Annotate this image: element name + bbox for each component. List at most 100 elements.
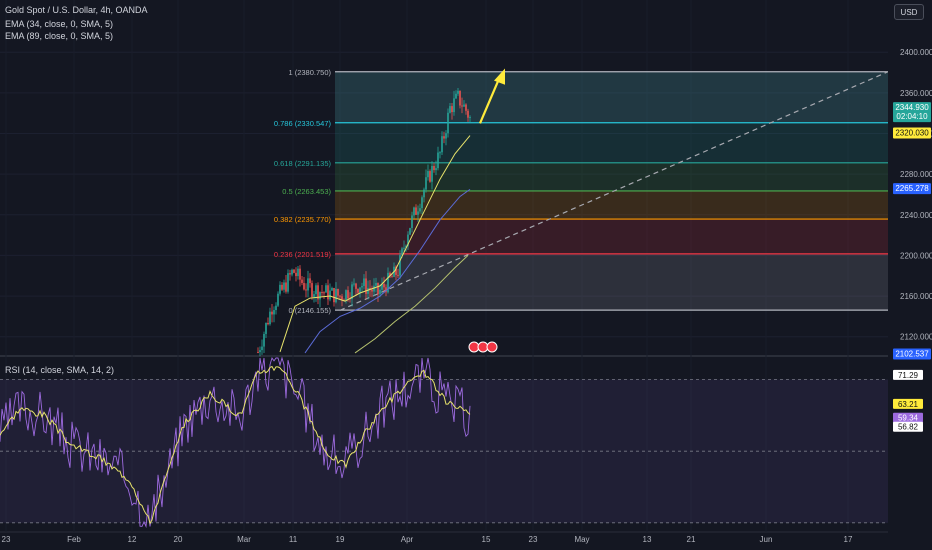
candle-body — [273, 310, 275, 315]
candle-body — [395, 266, 397, 275]
rsi-badge-bg — [893, 398, 923, 409]
price-badge-bg — [893, 348, 931, 360]
time-tick-label: Apr — [401, 535, 414, 544]
candle-body — [379, 289, 381, 295]
candle-body — [355, 283, 357, 289]
rsi-badge-label: 59.34 — [898, 414, 919, 423]
ema89-line[interactable] — [304, 188, 471, 354]
us-flag-event-icon[interactable] — [486, 341, 498, 353]
candle-body — [449, 106, 451, 113]
candle-body — [299, 268, 301, 280]
arrow-head-icon — [494, 68, 505, 85]
candle-body — [451, 106, 453, 113]
candle-body — [413, 207, 415, 216]
price-badge-label: 2344.930 — [895, 103, 929, 112]
candle-body — [311, 283, 313, 297]
fib-level-label: 0.382 (2235.770) — [274, 215, 332, 224]
time-tick-label: Jun — [760, 535, 773, 544]
ema34-legend[interactable]: EMA (34, close, 0, SMA, 5) — [5, 19, 114, 29]
candle-body — [365, 278, 367, 294]
price-tick-label: 2240.000 — [900, 211, 932, 220]
candle-body — [333, 287, 335, 303]
candle-body — [409, 228, 411, 235]
price-badge-label: 2320.030 — [895, 128, 929, 137]
candle-body — [309, 278, 311, 284]
candle-body — [385, 287, 387, 293]
candle-body — [277, 293, 279, 306]
price-badge-label: 2265.278 — [895, 184, 929, 193]
candle-body — [391, 276, 393, 278]
candle-body — [383, 283, 385, 288]
fib-level-label: 1 (2380.750) — [288, 68, 331, 77]
candle-body — [313, 294, 315, 297]
price-axis-bg[interactable] — [888, 0, 932, 550]
candle-body — [437, 152, 439, 169]
rsi-badge-label: 56.82 — [898, 423, 919, 432]
fib-level-label: 0.618 (2291.135) — [274, 159, 332, 168]
candle-body — [429, 171, 431, 182]
candle-body — [345, 290, 347, 301]
rsi-badge-label: 71.29 — [898, 371, 919, 380]
ema89-legend[interactable]: EMA (89, close, 0, SMA, 5) — [5, 31, 114, 41]
candle-body — [303, 282, 305, 290]
rsi-badge-bg — [893, 412, 923, 423]
candle-body — [407, 234, 409, 246]
price-badge: 2265.278 — [893, 183, 931, 195]
fib-level-label: 0.5 (2263.453) — [282, 187, 331, 196]
currency-button[interactable]: USD — [894, 4, 924, 20]
candle-body — [267, 322, 269, 325]
time-tick-label: 13 — [643, 535, 652, 544]
candle-body — [281, 284, 283, 290]
time-tick-label: 21 — [687, 535, 696, 544]
candle-body — [339, 295, 341, 297]
rsi-legend[interactable]: RSI (14, close, SMA, 14, 2) — [5, 365, 115, 375]
candle-body — [289, 273, 291, 275]
candle-body — [371, 289, 373, 292]
candle-body — [377, 283, 379, 295]
candle-body — [423, 189, 425, 198]
price-tick-label: 2400.000 — [900, 48, 932, 57]
time-tick-label: Mar — [237, 535, 251, 544]
candle-body — [317, 285, 319, 300]
candle-body — [351, 284, 353, 299]
candle-body — [443, 136, 445, 139]
candle-body — [357, 288, 359, 293]
ema-long-line[interactable] — [354, 255, 469, 354]
candle-body — [327, 285, 329, 300]
candle-body — [347, 290, 349, 299]
trendline-dashed[interactable] — [339, 71, 889, 311]
ema34-line[interactable] — [279, 135, 471, 353]
time-tick-label: 23 — [529, 535, 538, 544]
candle-body — [467, 110, 469, 118]
fib-zone — [335, 122, 888, 163]
fib-level-label: 0 (2146.155) — [288, 306, 331, 315]
price-tick-label: 2280.000 — [900, 170, 932, 179]
rsi-badge: 56.82 — [893, 421, 923, 432]
candle-body — [259, 350, 261, 353]
price-badge-label: 2102.537 — [895, 349, 929, 358]
fib-zone — [335, 219, 888, 254]
candle-body — [301, 279, 303, 283]
candle-body — [271, 311, 273, 315]
price-badge-bg — [893, 183, 931, 195]
candle-body — [297, 268, 299, 277]
fib-level-label: 0.236 (2201.519) — [274, 250, 332, 259]
candle-body — [461, 105, 463, 107]
candle-body — [441, 136, 443, 153]
candle-body — [439, 152, 441, 154]
candle-body — [369, 287, 371, 290]
symbol-title: Gold Spot / U.S. Dollar, 4h, OANDA — [5, 5, 148, 15]
candle-body — [389, 272, 391, 277]
price-badge: 2102.537 — [893, 348, 931, 360]
projection-arrow[interactable] — [478, 76, 502, 124]
candle-body — [325, 285, 327, 293]
rsi-ma-line[interactable] — [0, 365, 471, 525]
candle-body — [291, 269, 293, 275]
candle-body — [381, 283, 383, 290]
price-badge-bg — [893, 127, 931, 139]
candle-body — [405, 245, 407, 248]
candle-body — [287, 273, 289, 292]
candle-body — [427, 171, 429, 178]
rsi-badge-bg — [893, 369, 923, 380]
